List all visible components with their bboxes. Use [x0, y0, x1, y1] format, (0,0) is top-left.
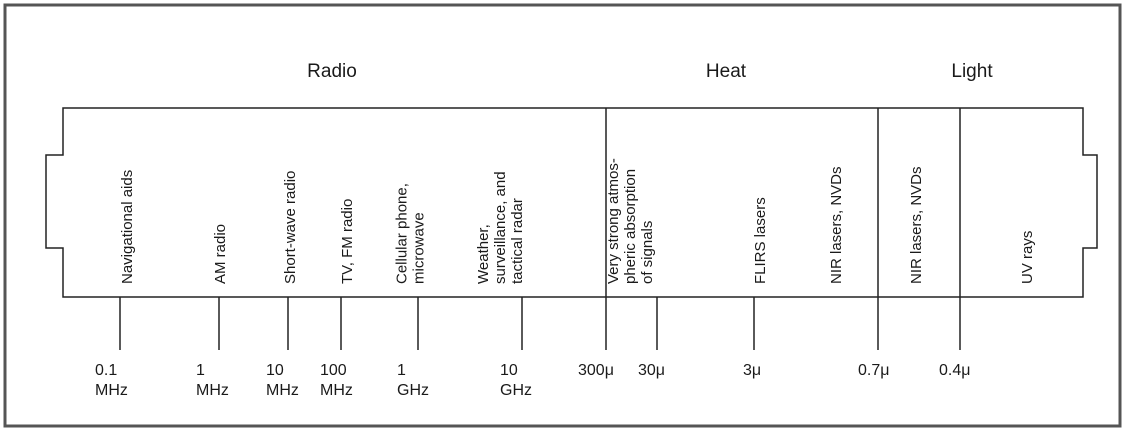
tick-label-line: 0.4μ: [939, 362, 970, 379]
band-label-line: NIR lasers, NVDs: [828, 166, 845, 284]
band-label-line: tactical radar: [509, 198, 526, 284]
tick-label-line: MHz: [95, 382, 128, 399]
spectrum-box: [45, 107, 1098, 298]
tick-label: 0.7μ: [858, 362, 889, 379]
frequency-ticks: 0.1 MHz 1 MHz 10 MHz 100 MHz 1 GHz 10 GHz 300μ 30μ 3μ 0…: [95, 297, 970, 399]
tick-label: 300μ: [578, 362, 614, 379]
band-label-line: pheric absorption: [622, 169, 639, 284]
tick-label-line: MHz: [266, 382, 299, 399]
band-label: Cellular phone,microwave: [394, 183, 428, 284]
outer-frame: [3, 3, 1122, 428]
tick-label-line: 30μ: [638, 362, 665, 379]
band-label-line: TV, FM radio: [339, 199, 356, 284]
band-label-line: Navigational aids: [119, 170, 136, 284]
tick-label-line: MHz: [196, 382, 229, 399]
band-label: UV rays: [1019, 231, 1036, 284]
tick-label-line: GHz: [500, 382, 532, 399]
band-label-line: UV rays: [1019, 231, 1036, 284]
tick-label-line: MHz: [320, 382, 353, 399]
band-labels: Navigational aids AM radio Short-wave radi…: [119, 158, 1036, 284]
band-label: Very strong atmos-pheric absorptionof si…: [605, 158, 656, 284]
tick-label: 1 MHz: [196, 362, 229, 399]
tick-label-line: 0.7μ: [858, 362, 889, 379]
band-label-line: FLIRS lasers: [752, 197, 769, 284]
band-label: Navigational aids: [119, 170, 136, 284]
tick-label: 30μ: [638, 362, 665, 379]
band-label: Weather,surveillance, andtactical radar: [475, 171, 526, 284]
tick-label-line: 10: [266, 362, 284, 379]
band-label: TV, FM radio: [339, 199, 356, 284]
band-label-line: microwave: [411, 212, 428, 284]
tick-label: 0.4μ: [939, 362, 970, 379]
band-label-line: Short-wave radio: [282, 171, 299, 284]
tick-label: 3μ: [743, 362, 761, 379]
tick-label: 10 GHz: [500, 362, 532, 399]
tick-label-line: 10: [500, 362, 518, 379]
tick-label-line: 0.1: [95, 362, 117, 379]
tick-label-line: GHz: [397, 382, 429, 399]
tick-label: 0.1 MHz: [95, 362, 128, 399]
band-label: FLIRS lasers: [752, 197, 769, 284]
tick-label: 100 MHz: [320, 362, 353, 399]
band-label: NIR lasers, NVDs: [828, 166, 845, 284]
tick-label-line: 1: [397, 362, 406, 379]
band-label-line: surveillance, and: [492, 171, 509, 284]
band-label-line: Weather,: [475, 224, 492, 284]
region-label-heat: Heat: [706, 61, 747, 82]
tick-label: 10 MHz: [266, 362, 299, 399]
tick-label: 1 GHz: [397, 362, 429, 399]
band-label: Short-wave radio: [282, 171, 299, 284]
band-label-line: of signals: [639, 221, 656, 284]
band-label-line: Very strong atmos-: [605, 158, 622, 284]
tick-label-line: 300μ: [578, 362, 614, 379]
tick-label-line: 100: [320, 362, 347, 379]
region-label-light: Light: [951, 61, 993, 82]
band-label: AM radio: [212, 224, 229, 284]
band-label-line: AM radio: [212, 224, 229, 284]
band-label-line: Cellular phone,: [394, 183, 411, 284]
band-label-line: NIR lasers, NVDs: [908, 166, 925, 284]
tick-label-line: 1: [196, 362, 205, 379]
region-label-radio: Radio: [307, 61, 357, 82]
tick-label-line: 3μ: [743, 362, 761, 379]
band-label: NIR lasers, NVDs: [908, 166, 925, 284]
